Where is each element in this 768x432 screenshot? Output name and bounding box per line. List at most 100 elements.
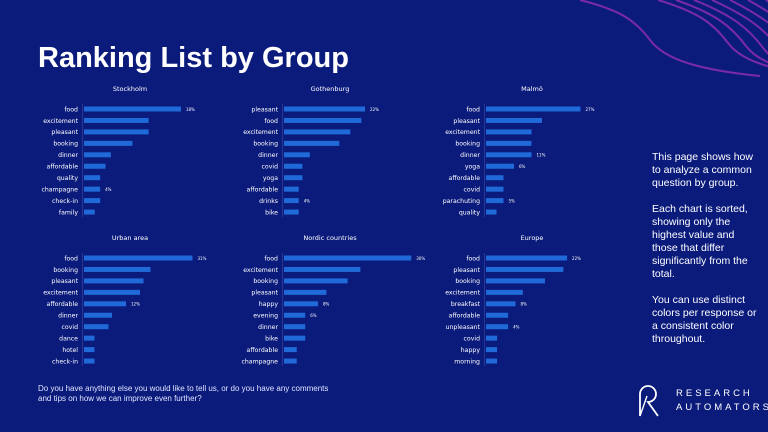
category-label: excitement: [43, 290, 78, 297]
category-label: pleasant: [453, 118, 480, 125]
bar-dinner: [84, 152, 111, 158]
bar-pleasant: [284, 289, 327, 295]
category-label: excitement: [445, 129, 480, 136]
logo: RESEARCH AUTOMATORS: [636, 384, 768, 418]
category-label: drinks: [259, 198, 278, 205]
bar-pleasant: [486, 266, 564, 272]
value-label: 6%: [310, 313, 317, 318]
bar-food: [284, 117, 362, 123]
category-label: covid: [464, 186, 481, 193]
category-label: yoga: [465, 164, 480, 171]
chart-title: Gothenburg: [311, 85, 350, 93]
category-label: affordable: [247, 186, 279, 193]
value-label: 11%: [537, 153, 546, 158]
side-text-3: You can use distinct colors per response…: [652, 294, 757, 345]
bar-pleasant: [84, 278, 144, 284]
value-label: 6%: [519, 164, 526, 169]
charts-area: Stockholm food 18% excitement pleasant bookin…: [41, 85, 595, 367]
value-label: 18%: [186, 107, 195, 112]
bar-family: [84, 209, 95, 215]
category-label: affordable: [449, 313, 481, 320]
bar-booking: [84, 140, 133, 146]
category-label: dinner: [460, 152, 480, 159]
chart-title: Europe: [521, 234, 544, 242]
category-label: booking: [53, 267, 78, 274]
category-label: happy: [461, 347, 481, 354]
category-label: booking: [253, 141, 278, 148]
wave-line: [693, 0, 768, 55]
bar-booking: [284, 140, 340, 146]
bar-happy: [284, 301, 318, 307]
category-label: food: [264, 118, 278, 125]
bar-booking: [284, 278, 348, 284]
chart-title: Malmö: [521, 85, 543, 93]
category-label: dance: [59, 335, 78, 342]
value-label: 12%: [131, 302, 140, 307]
category-label: food: [264, 255, 278, 262]
bar-covid: [486, 335, 498, 341]
category-label: family: [59, 209, 78, 216]
bar-champagne: [284, 358, 297, 364]
value-label: 22%: [572, 256, 581, 261]
bar-dinner: [486, 152, 532, 158]
decorative-waves: [579, 0, 768, 77]
bar-food: [84, 106, 181, 112]
category-label: pleasant: [251, 106, 278, 113]
bar-affordable: [84, 163, 106, 169]
category-label: champagne: [41, 186, 78, 193]
value-label: 4%: [304, 198, 311, 203]
bar-booking: [486, 140, 532, 146]
category-label: excitement: [243, 267, 278, 274]
bar-affordable: [284, 186, 299, 192]
bar-quality: [84, 175, 101, 181]
value-label: 8%: [520, 302, 527, 307]
bar-excitement: [486, 129, 532, 135]
bar-check-in: [84, 198, 101, 204]
category-label: food: [466, 106, 480, 113]
value-label: 30%: [416, 256, 425, 261]
category-label: food: [466, 255, 480, 262]
bar-pleasant: [84, 129, 149, 135]
bar-covid: [284, 163, 303, 169]
bar-excitement: [486, 289, 523, 295]
bar-excitement: [284, 129, 351, 135]
bar-dinner: [284, 152, 310, 158]
bar-morning: [486, 358, 498, 364]
value-label: 27%: [586, 107, 595, 112]
bar-yoga: [486, 163, 514, 169]
bar-food: [486, 106, 581, 112]
chart-nordic-countries: Nordic countries food 30% excitement booking…: [241, 234, 425, 367]
bar-affordable: [84, 301, 126, 307]
bar-excitement: [84, 289, 140, 295]
category-label: champagne: [241, 358, 278, 365]
category-label: hotel: [62, 347, 78, 354]
logo-line-1: RESEARCH: [676, 388, 753, 399]
category-label: unpleasant: [446, 324, 481, 331]
category-label: bike: [265, 335, 278, 342]
category-label: pleasant: [51, 129, 78, 136]
category-label: bike: [265, 209, 278, 216]
side-text-1: This page shows how to analyze a common …: [652, 151, 753, 189]
category-label: morning: [454, 358, 480, 365]
side-description: This page shows how to analyze a common …: [652, 151, 762, 359]
chart-title: Urban area: [112, 234, 148, 242]
category-label: booking: [253, 278, 278, 285]
logo-line-2: AUTOMATORS: [676, 402, 768, 413]
category-label: pleasant: [51, 278, 78, 285]
category-label: breakfast: [451, 301, 481, 308]
question-text: Do you have anything else you would like…: [38, 384, 329, 403]
category-label: affordable: [247, 347, 279, 354]
bar-evening: [284, 312, 306, 318]
bar-food: [486, 255, 568, 261]
category-label: covid: [464, 335, 481, 342]
category-label: dinner: [58, 313, 78, 320]
wave-line: [657, 0, 768, 68]
category-label: food: [64, 255, 78, 262]
bar-food: [284, 255, 412, 261]
wave-line: [711, 0, 768, 37]
category-label: booking: [53, 141, 78, 148]
bar-bike: [284, 209, 299, 215]
side-text-2: Each chart is sorted, showing only the h…: [652, 203, 748, 280]
bar-excitement: [84, 117, 149, 123]
bar-happy: [486, 347, 498, 353]
